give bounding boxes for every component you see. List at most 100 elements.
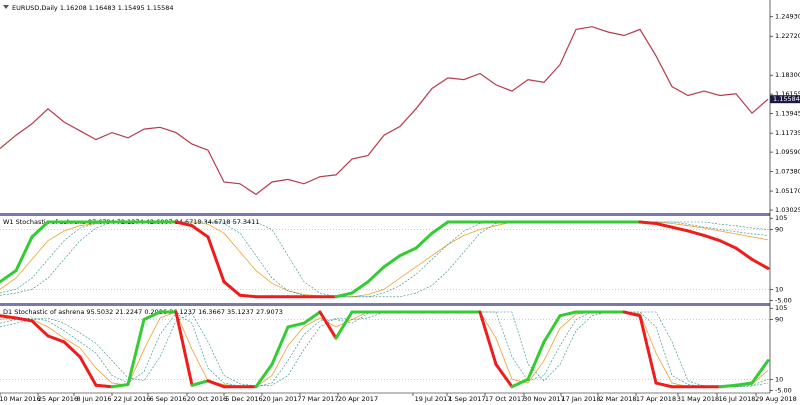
y-tick-label: 1.13945 <box>775 110 800 118</box>
stochastic-main-segment <box>638 220 658 225</box>
y-tick-label: 1.03025 <box>775 206 800 214</box>
stochastic-main-segment <box>654 381 674 389</box>
y-tick-label: 1.11735 <box>775 129 800 137</box>
stochastic-main-segment <box>734 381 754 387</box>
stochastic-main-segment <box>350 280 370 295</box>
stochastic-main-segment <box>718 239 738 250</box>
y-tick-label: 90 <box>775 225 783 233</box>
time-label: 16 Jul 2018 <box>719 395 756 403</box>
stochastic-main-segment <box>206 235 226 284</box>
stochastic-main-segment <box>670 225 690 233</box>
time-label: 20 Oct 2016 <box>187 395 227 403</box>
stochastic-main-segment <box>254 362 274 389</box>
stochastic-main-segment <box>286 321 306 329</box>
stochastic-main-segment <box>542 314 562 344</box>
stochastic-main-segment <box>430 220 450 235</box>
stochastic-main-segment <box>238 293 258 299</box>
stochastic-main-segment <box>654 221 674 229</box>
stochastic-main-segment <box>62 340 82 359</box>
stochastic-main-segment <box>414 231 434 250</box>
last-price-label: 1.15584 <box>773 95 800 103</box>
stochastic-main-segment <box>750 257 770 270</box>
stochastic-main-segment <box>478 310 498 366</box>
stochastic-main-segment <box>334 310 354 340</box>
stochastic-main-segment <box>0 314 18 320</box>
time-label: 20 Jan 2017 <box>263 395 302 403</box>
time-label: 5 Dec 2016 <box>225 395 262 403</box>
y-tick-label: 1.16155 <box>775 90 800 98</box>
time-label: 10 Mar 2016 <box>0 395 41 403</box>
y-tick-label: 10 <box>775 285 783 293</box>
symbol-menu-icon[interactable] <box>3 5 9 9</box>
time-label: 30 Nov 2017 <box>523 395 565 403</box>
panel-separator <box>0 213 770 216</box>
time-label: 19 Jul 2017 <box>415 395 452 403</box>
stochastic-main-segment <box>190 224 210 239</box>
y-tick-label: 1.22720 <box>775 32 800 40</box>
stochastic-main-segment <box>334 291 354 299</box>
last-price-box <box>770 95 800 104</box>
price-line <box>0 26 769 196</box>
time-label: 7 Mar 2017 <box>301 395 338 403</box>
stochastic-main-segment <box>270 325 290 366</box>
stochastic-main-segment <box>46 334 66 344</box>
y-tick-label: 1.18300 <box>775 71 800 79</box>
y-tick-label: -5.00 <box>775 387 792 395</box>
y-tick-label: 1.07380 <box>775 168 800 176</box>
y-tick-label: 10 <box>775 375 783 383</box>
stochastic-main-segment <box>222 280 242 297</box>
y-tick-label: -5.00 <box>775 297 792 305</box>
y-tick-label: 90 <box>775 315 783 323</box>
stochastic-main-segment <box>398 246 418 258</box>
stochastic-main-segment <box>110 383 130 389</box>
stochastic-main-segment <box>174 220 194 228</box>
stochastic-main-segment <box>638 314 658 385</box>
stochastic-main-segment <box>750 359 770 385</box>
time-label: 8 Jun 2016 <box>77 395 112 403</box>
time-label: 29 Aug 2018 <box>755 395 797 403</box>
time-label: 17 Oct 2017 <box>485 395 525 403</box>
stochastic-main-segment <box>78 355 98 387</box>
y-tick-label: 105 <box>775 214 787 222</box>
y-tick-label: 1.05170 <box>775 187 800 195</box>
time-label: 6 Sep 2016 <box>149 395 186 403</box>
stochastic-main-segment <box>30 319 50 338</box>
panel-separator <box>0 303 770 306</box>
time-label: 2 Mar 2018 <box>599 395 636 403</box>
stochastic-main-segment <box>734 246 754 261</box>
time-label: 17 Apr 2018 <box>636 395 676 403</box>
stochastic-main-segment <box>382 254 402 269</box>
stochastic-main-segment <box>318 310 338 340</box>
stochastic-main-segment <box>0 269 18 284</box>
stochastic-main-segment <box>494 362 514 389</box>
time-label: 1 Sep 2017 <box>448 395 485 403</box>
stochastic-main-segment <box>510 377 530 389</box>
stochastic-main-segment <box>686 229 706 237</box>
stochastic-main-segment <box>174 310 194 387</box>
stochastic-main-segment <box>14 316 34 323</box>
stochastic-main-segment <box>30 220 50 239</box>
time-label: 20 Apr 2017 <box>338 395 378 403</box>
stochastic-main-segment <box>526 340 546 381</box>
stochastic-main-segment <box>622 310 642 318</box>
stochastic-main-segment <box>302 310 322 325</box>
stochastic-signal <box>0 311 769 388</box>
stochastic-main-segment <box>142 310 162 321</box>
stochastic-main-segment <box>206 379 226 389</box>
stochastic-main-segment <box>126 317 146 387</box>
stochastic-main-segment <box>718 383 738 389</box>
panel-title: EURUSD,Daily 1.16208 1.16483 1.15495 1.1… <box>12 4 174 12</box>
y-tick-label: 1.09590 <box>775 148 800 156</box>
stochastic-main-segment <box>14 235 34 273</box>
time-label: 25 Apr 2016 <box>38 395 78 403</box>
stochastic-main-segment <box>702 233 722 243</box>
stochastic-main-segment <box>94 383 114 389</box>
y-tick-label: 1.24930 <box>775 13 800 21</box>
panel-title: D1 Stochastic of ashrena 95.5032 21.2247… <box>3 308 283 316</box>
time-label: 22 Jul 2016 <box>114 395 151 403</box>
stochastic-main-segment <box>366 265 386 284</box>
stochastic-main-segment <box>558 310 578 318</box>
